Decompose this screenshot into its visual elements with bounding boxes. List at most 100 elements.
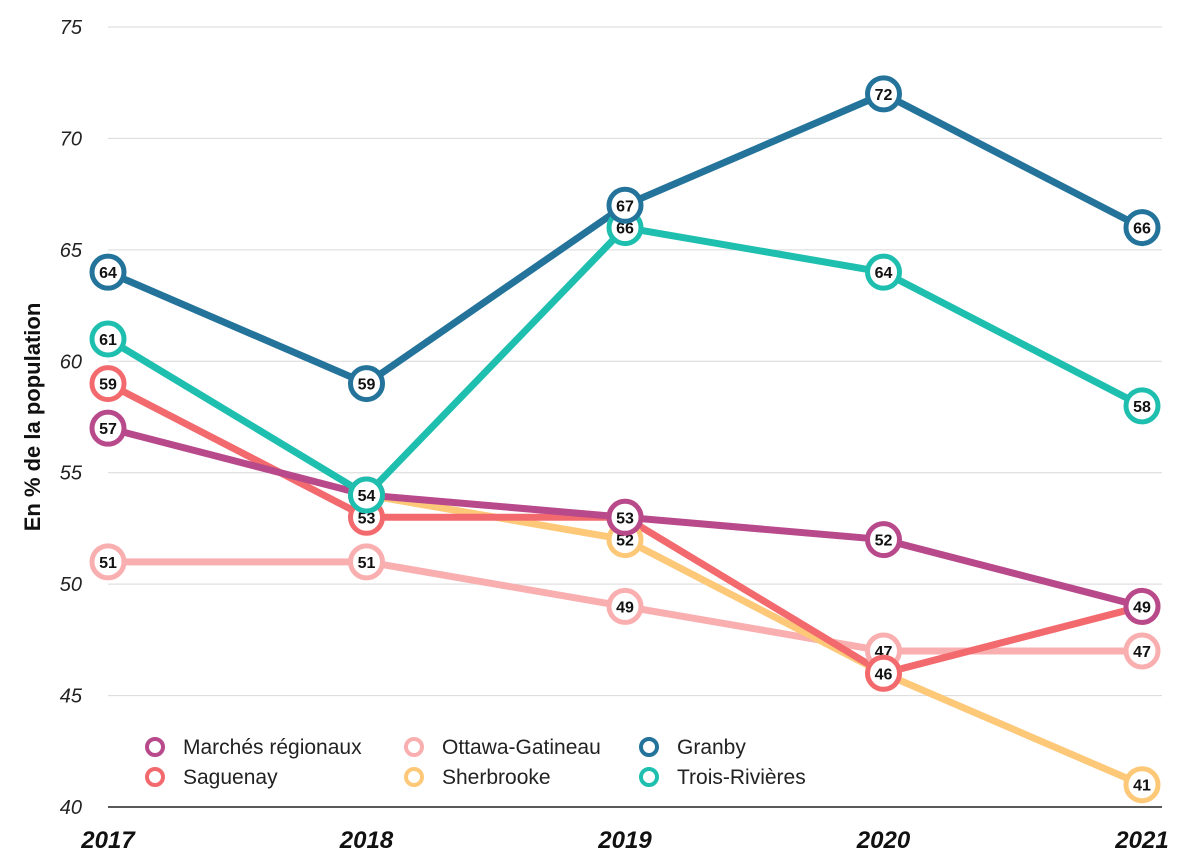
data-point-marker	[865, 521, 902, 559]
data-label: 59	[99, 377, 117, 394]
legend-item: Saguenay	[145, 766, 278, 789]
data-label: 54	[358, 488, 376, 505]
data-point-marker	[89, 253, 127, 291]
y-tick-label: 60	[60, 351, 82, 373]
data-point-marker	[89, 543, 127, 581]
data-label: 66	[616, 221, 634, 238]
y-tick-label: 55	[60, 463, 83, 485]
x-tick-label: 2020	[856, 827, 911, 854]
legend-marker	[145, 737, 165, 757]
data-label: 51	[358, 555, 376, 572]
data-label: 58	[1133, 399, 1151, 416]
data-point: 51	[89, 543, 127, 581]
data-point: 57	[89, 409, 127, 447]
legend-label: Trois-Rivières	[677, 766, 806, 789]
data-point: 49	[606, 587, 644, 625]
data-point: 59	[348, 365, 385, 403]
data-point-marker	[89, 320, 127, 358]
data-label: 64	[99, 265, 117, 282]
data-point-marker	[89, 409, 127, 447]
data-label: 53	[358, 510, 376, 527]
data-point: 58	[1123, 387, 1161, 425]
x-tick-label: 2017	[80, 827, 136, 854]
data-label: 46	[875, 666, 893, 683]
data-point-marker	[606, 498, 644, 536]
legend-item: Sherbrooke	[404, 766, 551, 789]
data-point: 67	[606, 186, 644, 224]
data-label: 59	[358, 377, 376, 394]
data-point-marker	[1123, 209, 1161, 247]
x-tick-label: 2021	[1114, 827, 1168, 854]
data-point-marker	[1123, 587, 1161, 625]
data-label: 49	[1133, 599, 1151, 616]
data-label: 47	[1133, 644, 1151, 661]
data-point: 49	[1123, 587, 1161, 625]
data-point: 41	[1123, 766, 1161, 804]
data-point-marker	[1123, 766, 1161, 804]
legend-item: Granby	[639, 736, 746, 759]
y-tick-label: 75	[60, 17, 83, 39]
legend-marker	[404, 737, 424, 757]
x-tick-label: 2018	[339, 827, 394, 854]
y-tick-label: 45	[60, 686, 83, 708]
data-point: 64	[865, 253, 902, 291]
y-tick-label: 70	[60, 128, 82, 150]
data-label: 53	[616, 510, 634, 527]
data-point: 52	[865, 521, 902, 559]
data-markers: 5151494747545246415953534649575453524961…	[89, 75, 1161, 804]
data-point: 51	[348, 543, 385, 581]
legend: Marchés régionaux Ottawa-Gatineau Granby Sa…	[145, 736, 806, 789]
legend-marker	[639, 767, 659, 787]
legend-marker	[639, 737, 659, 757]
data-label: 41	[1133, 778, 1151, 795]
data-point: 46	[865, 654, 902, 692]
data-point-marker	[865, 654, 902, 692]
data-point: 54	[348, 476, 385, 514]
legend-label: Granby	[677, 736, 746, 759]
legend-item: Trois-Rivières	[639, 766, 806, 789]
data-point-marker	[606, 186, 644, 224]
y-tick-label: 50	[60, 574, 82, 596]
data-point: 66	[1123, 209, 1161, 247]
data-label: 52	[875, 533, 893, 550]
data-label: 57	[99, 421, 117, 438]
y-axis-label: En % de la population	[20, 303, 45, 532]
legend-label: Marchés régionaux	[183, 736, 362, 759]
legend-label: Saguenay	[183, 766, 278, 789]
data-label: 67	[616, 198, 634, 215]
x-tick-label: 2019	[597, 827, 652, 854]
data-point-marker	[865, 75, 902, 113]
data-label: 51	[99, 555, 117, 572]
data-point-marker	[865, 253, 902, 291]
data-point: 61	[89, 320, 127, 358]
data-point: 59	[89, 365, 127, 403]
data-point: 72	[865, 75, 902, 113]
data-point-marker	[348, 476, 385, 514]
data-label: 61	[99, 332, 117, 349]
data-point: 53	[606, 498, 644, 536]
legend-label: Ottawa-Gatineau	[442, 736, 601, 759]
axes: 40 45 50 55 60 65 70 75 2017 2018 2019 2020 2021	[60, 17, 1169, 854]
data-label: 52	[616, 533, 634, 550]
data-point: 64	[89, 253, 127, 291]
data-point-marker	[89, 365, 127, 403]
data-point: 47	[1123, 632, 1161, 670]
legend-item: Ottawa-Gatineau	[404, 736, 601, 759]
legend-marker	[404, 767, 424, 787]
y-tick-label: 40	[60, 797, 82, 819]
data-label: 64	[875, 265, 893, 282]
data-point-marker	[606, 587, 644, 625]
data-label: 66	[1133, 221, 1151, 238]
data-label: 72	[875, 87, 893, 104]
legend-marker	[145, 767, 165, 787]
data-point-marker	[348, 365, 385, 403]
y-tick-label: 65	[60, 240, 83, 262]
legend-label: Sherbrooke	[442, 766, 551, 789]
data-point-marker	[1123, 387, 1161, 425]
data-point-marker	[348, 543, 385, 581]
data-point-marker	[1123, 632, 1161, 670]
data-label: 49	[616, 599, 634, 616]
legend-item: Marchés régionaux	[145, 736, 362, 759]
